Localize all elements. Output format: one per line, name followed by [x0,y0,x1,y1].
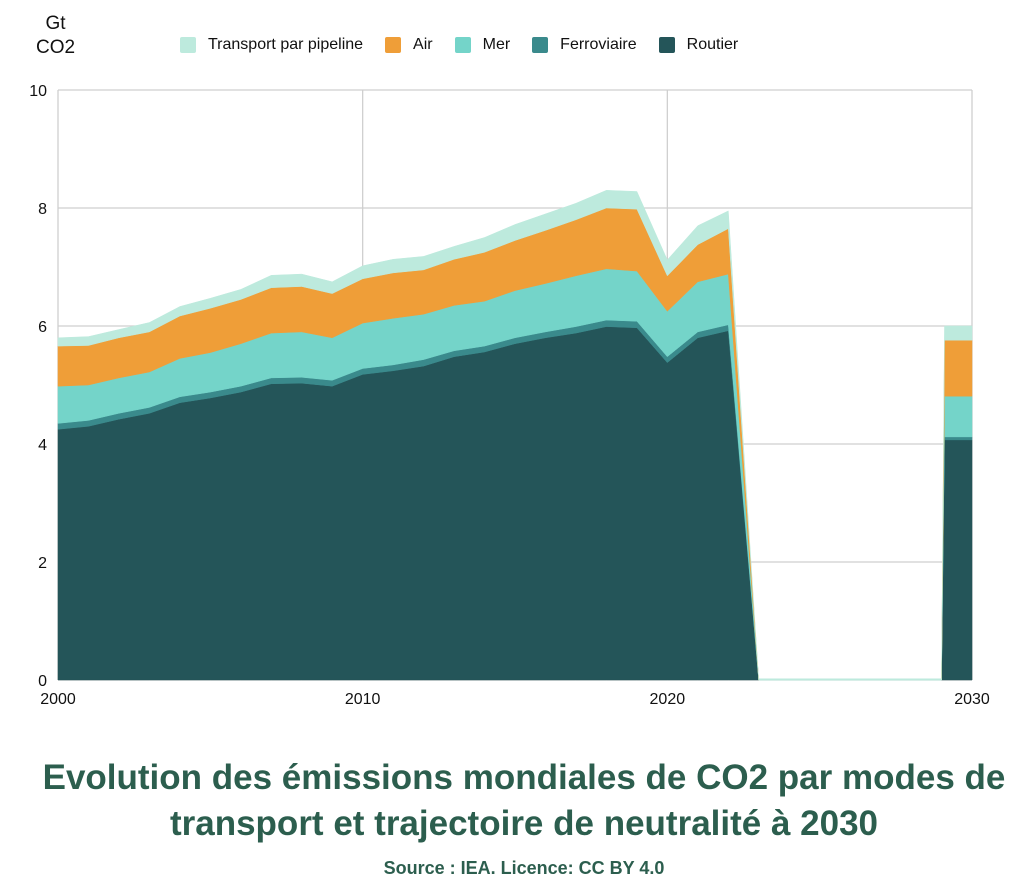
legend-swatch [385,37,402,53]
stacked-area-chart: 0 2 4 6 8 10 2000 2010 2020 2030 [29,83,990,708]
legend-item: Air [385,36,433,54]
legend-swatch [532,37,549,53]
legend-swatch [454,37,471,53]
y-axis-label-line1: Gt [45,13,66,34]
x-tick-label: 2000 [40,691,76,708]
y-axis-label-line2: CO2 [36,37,76,58]
x-tick-label: 2030 [954,691,990,708]
legend-label: Air [413,36,433,53]
x-tick-label: 2010 [345,691,381,708]
y-tick-label: 10 [29,83,47,100]
areas [57,190,973,681]
legend-item: Mer [454,36,511,54]
y-tick-label: 6 [38,319,47,336]
legend: Transport par pipeline Air Mer Ferroviaire R… [180,36,738,54]
legend-item: Transport par pipeline [180,36,363,54]
y-tick-label: 8 [38,201,47,218]
tick-labels: 0 2 4 6 8 10 2000 2010 2020 2030 [29,83,990,708]
chart-source: Source : IEA. Licence: CC BY 4.0 [383,858,665,878]
legend-swatch [180,37,196,53]
legend-item: Routier [658,36,739,54]
chart-title: Evolution des émissions mondiales de CO2… [42,758,1006,843]
y-tick-label: 0 [38,673,47,690]
legend-label: Ferroviaire [560,36,637,53]
y-tick-label: 4 [38,437,47,454]
legend-swatch [658,37,675,53]
area-transport-par-pipeline [57,190,973,681]
legend-label: Routier [686,36,739,53]
y-axis-label: Gt CO2 [36,12,75,60]
legend-item: Ferroviaire [532,36,637,54]
legend-label: Transport par pipeline [208,36,364,53]
legend-label: Mer [482,36,511,53]
x-tick-label: 2020 [650,691,686,708]
y-tick-label: 2 [38,555,47,572]
